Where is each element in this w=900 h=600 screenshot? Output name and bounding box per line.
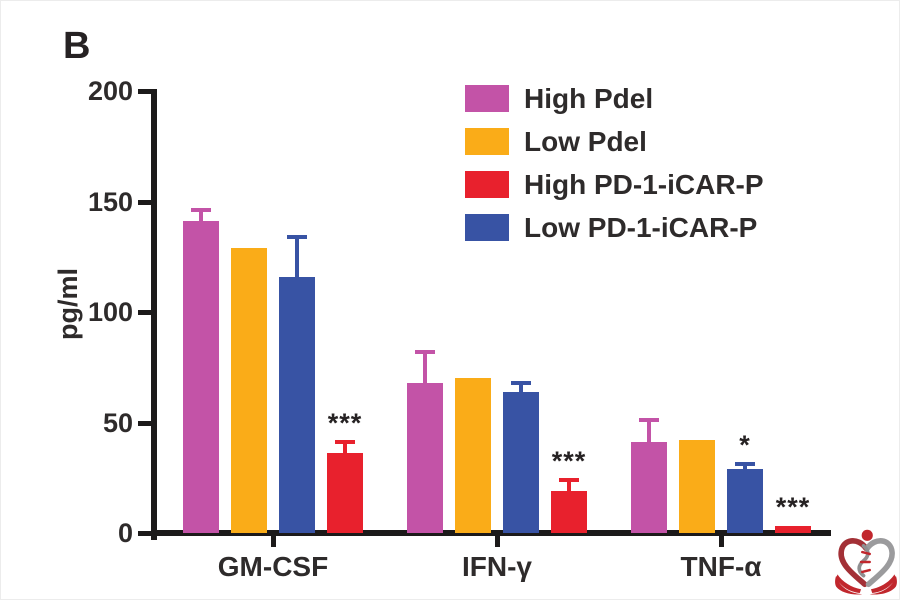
legend-label: High PD-1-iCAR-P	[524, 168, 764, 200]
y-tick-label: 0	[117, 518, 133, 548]
legend-item-low-pdel: Low Pdel	[465, 125, 764, 157]
legend-label: Low PD-1-iCAR-P	[524, 211, 758, 243]
significance-stars: *	[739, 430, 751, 461]
error-bar-cap	[639, 418, 659, 423]
error-bar-line	[519, 382, 523, 394]
error-bar-line	[199, 210, 203, 224]
heart-hands-dna-logo-icon	[835, 529, 897, 595]
y-tick	[138, 531, 151, 536]
legend-swatch-icon	[465, 128, 509, 155]
error-bar-line	[567, 479, 571, 493]
x-axis-line	[151, 530, 831, 536]
legend-item-high-pdel: High Pdel	[465, 82, 764, 114]
y-axis-line	[151, 89, 157, 540]
y-tick	[138, 310, 151, 315]
y-tick-label: 50	[102, 407, 133, 438]
bar-high-pdel-2	[407, 382, 443, 533]
error-bar-line	[423, 351, 427, 385]
legend-item-low-pd-1-icar-p: Low PD-1-iCAR-P	[465, 211, 764, 243]
significance-stars: ***	[327, 408, 363, 439]
bar-high-pd-1-icar-p-2	[551, 491, 587, 533]
error-bar-line	[647, 420, 651, 445]
bar-low-pd-1-icar-p-1	[279, 276, 315, 533]
error-bar-cap	[559, 477, 579, 482]
significance-stars: ***	[775, 492, 811, 523]
x-tick-label: TNF-α	[680, 551, 762, 582]
y-tick-label: 200	[87, 76, 133, 106]
bar-low-pdel-1	[231, 247, 267, 533]
error-bar-line	[343, 442, 347, 456]
bar-high-pd-1-icar-p-3	[775, 526, 811, 533]
legend-swatch-icon	[465, 85, 509, 112]
error-bar-cap	[335, 440, 355, 445]
bar-high-pdel-3	[631, 442, 667, 533]
legend-label: High Pdel	[524, 82, 654, 114]
error-bar-cap	[191, 208, 211, 213]
x-tick	[495, 536, 500, 547]
legend: High Pdel Low Pdel High PD-1-iCAR-P Low PD-…	[465, 82, 764, 257]
error-bar-cap	[287, 234, 307, 239]
x-tick	[719, 536, 724, 547]
x-tick	[271, 536, 276, 547]
y-tick	[138, 89, 151, 94]
error-bar-cap	[511, 380, 531, 385]
panel-label: B	[63, 25, 91, 67]
bar-high-pdel-1	[183, 221, 219, 533]
error-bar-line	[743, 464, 747, 471]
legend-swatch-icon	[465, 171, 509, 198]
bar-high-pd-1-icar-p-1	[327, 453, 363, 533]
y-tick	[138, 420, 151, 426]
significance-stars: ***	[551, 445, 587, 476]
y-tick	[138, 199, 151, 205]
legend-swatch-icon	[465, 214, 509, 241]
x-tick-label: IFN-γ	[462, 551, 532, 582]
x-tick-label: GM-CSF	[217, 551, 329, 582]
legend-item-high-pd-1-icar-p: High PD-1-iCAR-P	[465, 168, 764, 200]
legend-label: Low Pdel	[524, 125, 647, 157]
error-bar-cap	[735, 462, 755, 467]
error-bar-line	[295, 236, 299, 279]
bar-low-pd-1-icar-p-3	[727, 468, 763, 533]
error-bar-cap	[415, 349, 435, 354]
y-tick-label: 150	[87, 186, 133, 217]
bar-low-pdel-2	[455, 378, 491, 533]
y-tick-label: 100	[87, 297, 133, 327]
bar-low-pdel-3	[679, 440, 715, 533]
bar-low-pd-1-icar-p-2	[503, 391, 539, 533]
